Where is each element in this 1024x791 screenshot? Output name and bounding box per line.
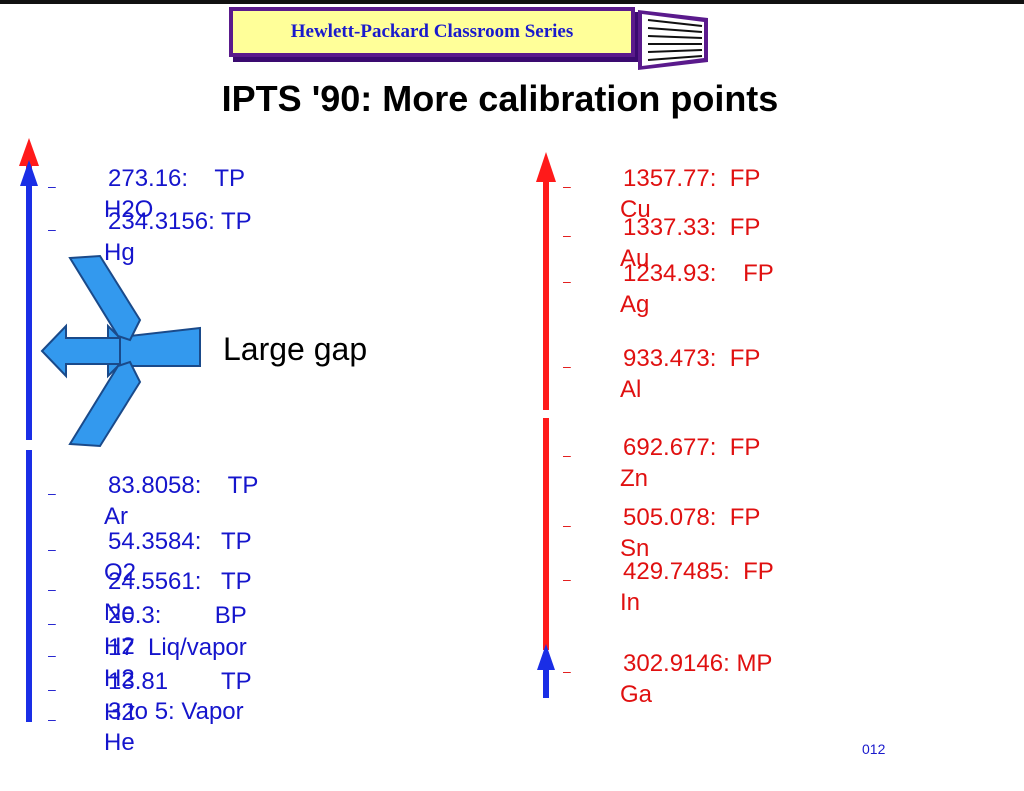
substance-label: In bbox=[620, 589, 641, 616]
calibration-value: 1337.33: FP bbox=[623, 214, 761, 241]
bullet-dash: – bbox=[48, 221, 56, 237]
bullet-dash: – bbox=[48, 581, 56, 597]
bullet-dash: – bbox=[48, 485, 56, 501]
bullet-dash: – bbox=[48, 681, 56, 697]
substance-label: He bbox=[104, 729, 135, 756]
substance-label: H2 bbox=[104, 699, 135, 726]
substance-label: Au bbox=[620, 245, 650, 272]
substance-label: Al bbox=[620, 376, 642, 403]
bullet-dash: – bbox=[48, 541, 56, 557]
calibration-value: 933.473: FP bbox=[623, 345, 761, 372]
calibration-value: 302.9146: MP bbox=[623, 650, 773, 677]
bullet-dash: – bbox=[48, 647, 56, 663]
calibration-value: 429.7485: FP bbox=[623, 558, 774, 585]
substance-label: Ne bbox=[104, 599, 135, 626]
bullet-dash: – bbox=[563, 517, 571, 533]
calibration-value: 1234.93: FP bbox=[623, 260, 774, 287]
calibration-value: 13.81 TP bbox=[108, 668, 252, 695]
calibration-value: 54.3584: TP bbox=[108, 528, 252, 555]
substance-label: H2 bbox=[104, 633, 135, 660]
substance-label: O2 bbox=[104, 559, 137, 586]
calibration-value: 83.8058: TP bbox=[108, 472, 259, 499]
page-title: IPTS '90: More calibration points bbox=[221, 78, 779, 119]
substance-label: Sn bbox=[620, 535, 650, 562]
bullet-dash: – bbox=[48, 615, 56, 631]
banner-text: Hewlett-Packard Classroom Series bbox=[290, 21, 574, 42]
bullet-dash: – bbox=[563, 227, 571, 243]
calibration-value: 505.078: FP bbox=[623, 504, 761, 531]
bullet-dash: – bbox=[48, 711, 56, 727]
calibration-value: 17 Liq/vapor bbox=[108, 634, 247, 661]
bullet-dash: – bbox=[563, 663, 571, 679]
substance-label: H2 bbox=[104, 665, 135, 692]
bullet-dash: – bbox=[48, 178, 56, 194]
bullet-dash: – bbox=[563, 447, 571, 463]
calibration-value: 1357.77: FP bbox=[623, 165, 761, 192]
substance-label: Ar bbox=[104, 503, 128, 530]
substance-label: Zn bbox=[620, 465, 649, 492]
substance-label: Ag bbox=[620, 291, 650, 318]
substance-label: Ga bbox=[620, 681, 653, 708]
bullet-dash: – bbox=[563, 571, 571, 587]
bullet-dash: – bbox=[563, 273, 571, 289]
calibration-value: 234.3156: TP bbox=[108, 208, 252, 235]
calibration-value: 3 to 5: Vapor bbox=[108, 698, 244, 725]
top-rule bbox=[0, 0, 1024, 4]
left-arrow-head-red bbox=[19, 138, 39, 166]
right-arrow-head-blue bbox=[537, 644, 555, 670]
left-arrow-head-blue bbox=[20, 160, 38, 186]
calibration-value: 20.3: BP bbox=[108, 602, 247, 629]
substance-label: Cu bbox=[620, 196, 651, 223]
book-icon bbox=[638, 10, 708, 70]
series-banner: Hewlett-Packard Classroom Series bbox=[229, 7, 635, 57]
gap-arrow-icon bbox=[40, 254, 201, 448]
bullet-dash: – bbox=[563, 178, 571, 194]
slide-number: 012 bbox=[862, 741, 886, 757]
calibration-value: 692.677: FP bbox=[623, 434, 761, 461]
large-gap-label: Large gap bbox=[223, 331, 368, 367]
bullet-dash: – bbox=[563, 358, 571, 374]
right-arrow-head-red bbox=[536, 152, 556, 182]
calibration-value: 273.16: TP bbox=[108, 165, 245, 192]
substance-label: Hg bbox=[104, 239, 135, 266]
substance-label: H2O bbox=[104, 196, 154, 223]
calibration-value: 24.5561: TP bbox=[108, 568, 252, 595]
